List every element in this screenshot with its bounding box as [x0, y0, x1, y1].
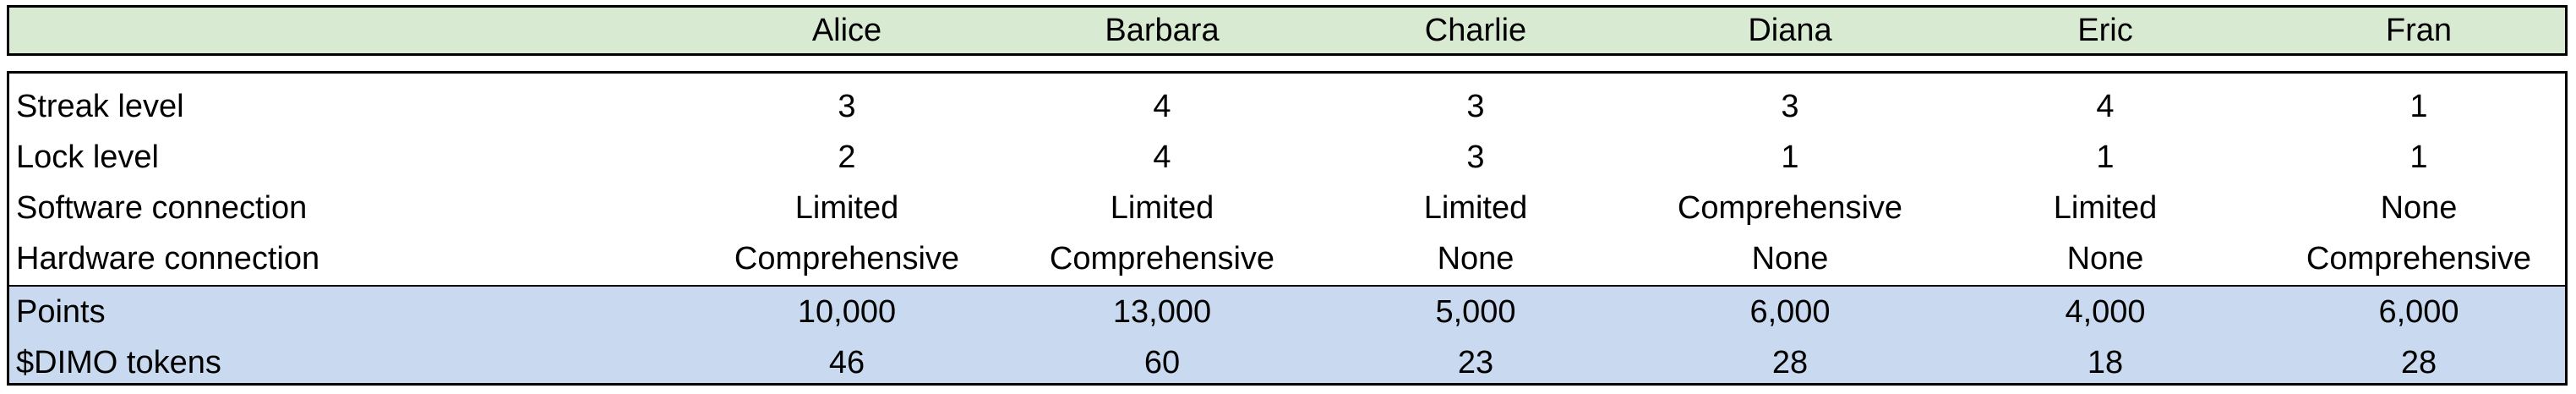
table-cell: Comprehensive — [1677, 190, 1903, 226]
table-cell: 46 — [828, 345, 865, 380]
table-cell: Comprehensive — [1049, 241, 1275, 276]
header-band: Alice Barbara Charlie Diana Eric Fran — [7, 5, 2568, 56]
table-cell: 18 — [2087, 345, 2124, 380]
table-cell: None — [1751, 241, 1829, 276]
table-cell: 1 — [2410, 140, 2428, 175]
table-cell: 28 — [1771, 345, 1809, 380]
row-label: Software connection — [16, 190, 308, 226]
row-label: Hardware connection — [16, 241, 320, 276]
table-cell: 13,000 — [1112, 294, 1212, 330]
table-row-hardware-connection: Hardware connection Comprehensive Compre… — [9, 233, 2565, 284]
table-row-points: Points 10,000 13,000 5,000 6,000 4,000 6… — [9, 287, 2565, 337]
table-cell: 4 — [1153, 89, 1171, 124]
table-cell: None — [2380, 190, 2458, 226]
table-cell: Limited — [1423, 190, 1528, 226]
table-cell: None — [1437, 241, 1514, 276]
table-cell: 60 — [1143, 345, 1181, 380]
table-cell: 4 — [1153, 140, 1171, 175]
table-row-streak-level: Streak level 3 4 3 3 4 1 — [9, 81, 2565, 132]
highlight-divider — [9, 285, 2565, 287]
table-cell: 1 — [2410, 89, 2428, 124]
column-header-charlie: Charlie — [1424, 13, 1527, 48]
table-cell: 6,000 — [1749, 294, 1831, 330]
table-cell: 1 — [1781, 140, 1799, 175]
table-cell: 5,000 — [1435, 294, 1516, 330]
column-header-alice: Alice — [811, 13, 882, 48]
table-cell: 10,000 — [797, 294, 897, 330]
data-table: Streak level 3 4 3 3 4 1 Lock level 2 4 … — [7, 71, 2568, 386]
table-cell: 2 — [838, 140, 856, 175]
table-cell: 3 — [1466, 140, 1485, 175]
table-row-lock-level: Lock level 2 4 3 1 1 1 — [9, 132, 2565, 183]
table-cell: 28 — [2400, 345, 2437, 380]
table-row-software-connection: Software connection Limited Limited Limi… — [9, 183, 2565, 233]
table-cell: Limited — [794, 190, 899, 226]
row-label: $DIMO tokens — [16, 345, 221, 380]
table-row-dimo-tokens: $DIMO tokens 46 60 23 28 18 28 — [9, 337, 2565, 383]
table-cell: 23 — [1457, 345, 1494, 380]
column-header-diana: Diana — [1748, 13, 1832, 48]
table-cell: Limited — [1110, 190, 1214, 226]
table-cell: 3 — [1781, 89, 1799, 124]
column-header-eric: Eric — [2077, 13, 2133, 48]
table-cell: Comprehensive — [734, 241, 960, 276]
row-label: Points — [16, 294, 106, 330]
row-label: Lock level — [16, 140, 159, 175]
column-header-barbara: Barbara — [1105, 13, 1220, 48]
table-cell: 4 — [2096, 89, 2115, 124]
table-cell: 4,000 — [2065, 294, 2146, 330]
column-header-fran: Fran — [2385, 13, 2453, 48]
table-cell: Limited — [2053, 190, 2158, 226]
table-cell: 3 — [838, 89, 856, 124]
table-cell: None — [2066, 241, 2144, 276]
table-cell: Comprehensive — [2306, 241, 2532, 276]
row-label: Streak level — [16, 89, 184, 124]
table-cell: 1 — [2096, 140, 2115, 175]
table-cell: 6,000 — [2378, 294, 2459, 330]
table-cell: 3 — [1466, 89, 1485, 124]
